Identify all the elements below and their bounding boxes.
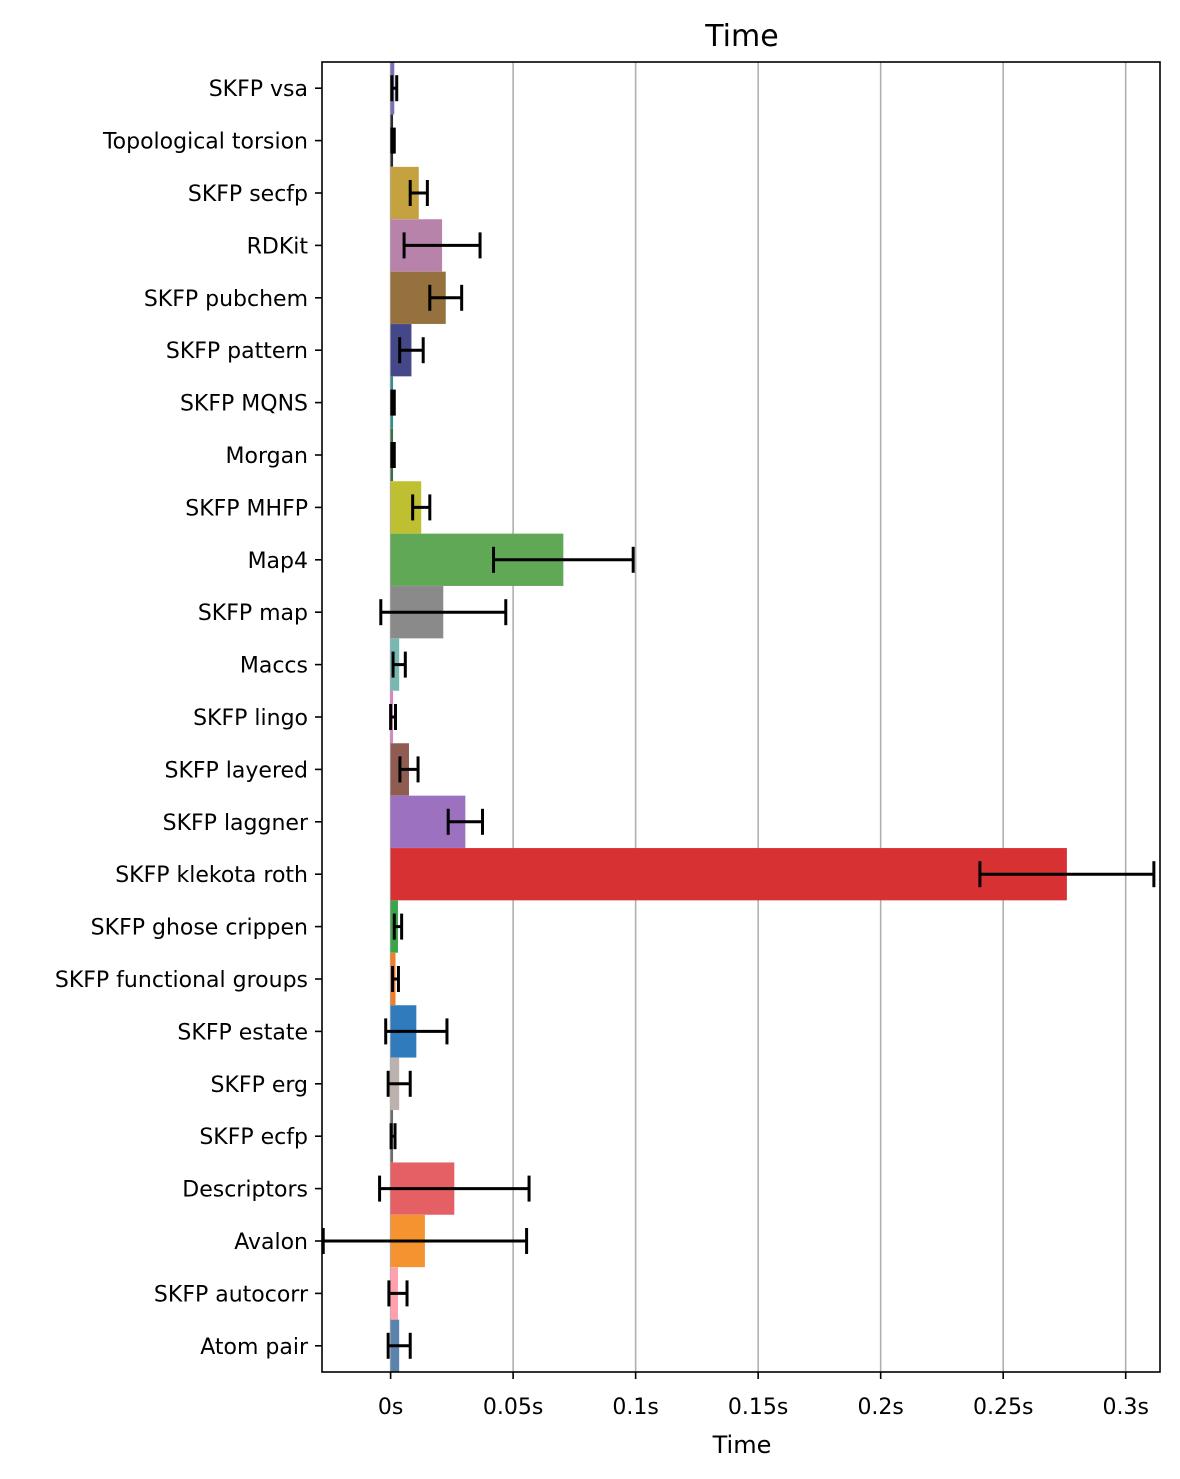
y-tick-label: SKFP ecfp (199, 1125, 308, 1150)
error-bar (391, 651, 407, 678)
y-tick-label: SKFP lingo (193, 706, 308, 731)
y-tick-label: Maccs (240, 654, 308, 679)
y-tick-label: Map4 (248, 549, 308, 574)
y-tick-label: SKFP secfp (188, 182, 308, 207)
y-tick-label: Descriptors (182, 1178, 308, 1203)
bar (390, 848, 1067, 901)
error-bar (386, 1332, 412, 1359)
x-axis-ticks: 0s 0.05s 0.1s 0.15s 0.2s 0.25s 0.3s (378, 1372, 1149, 1420)
error-bar (492, 546, 635, 573)
error-bar (391, 966, 400, 992)
grid-lines (389, 62, 1127, 1372)
error-bar (378, 1175, 531, 1202)
y-tick-label: SKFP MQNS (180, 392, 308, 417)
error-bar (398, 756, 420, 783)
error-bar (390, 389, 396, 416)
error-bar (408, 180, 429, 206)
error-bar (978, 861, 1156, 888)
x-axis-title: Time (712, 1431, 772, 1459)
y-tick-label: RDKit (247, 234, 309, 259)
y-tick-label: Atom pair (200, 1335, 309, 1360)
error-bar (390, 75, 399, 102)
error-bar (387, 1280, 409, 1307)
chart-title: Time (704, 19, 778, 54)
y-tick-label: SKFP vsa (209, 77, 308, 102)
y-tick-label: SKFP erg (211, 1073, 308, 1098)
error-bar (402, 232, 482, 259)
y-tick-label: Avalon (234, 1230, 308, 1255)
y-tick-label: SKFP laggner (163, 811, 309, 836)
error-bar (379, 599, 508, 626)
x-tick-label: 0.2s (857, 1395, 903, 1420)
error-bar (398, 337, 425, 364)
error-bar (389, 1123, 397, 1150)
error-bar (428, 284, 464, 311)
x-tick-label: 0.3s (1102, 1395, 1148, 1420)
y-tick-label: SKFP ghose crippen (91, 916, 308, 941)
y-tick-label: SKFP estate (177, 1020, 308, 1045)
y-tick-label: SKFP layered (164, 758, 308, 783)
error-bar (390, 442, 396, 468)
y-tick-label: Morgan (226, 444, 309, 469)
x-tick-label: 0s (378, 1395, 403, 1420)
error-bar (446, 808, 484, 835)
x-tick-label: 0.25s (973, 1395, 1033, 1420)
x-tick-label: 0.15s (728, 1395, 788, 1420)
x-tick-label: 0.1s (612, 1395, 658, 1420)
error-bar (386, 1070, 412, 1097)
error-bar (390, 127, 396, 154)
x-tick-label: 0.05s (483, 1395, 543, 1420)
error-bars (321, 75, 1156, 1359)
y-tick-label: SKFP map (198, 601, 308, 626)
y-tick-label: SKFP MHFP (185, 496, 308, 521)
y-tick-label: SKFP pattern (166, 339, 308, 364)
error-bar (389, 704, 398, 730)
bars (390, 62, 1067, 1372)
error-bar (411, 494, 432, 521)
y-tick-label: SKFP autocorr (154, 1282, 309, 1307)
error-bar (384, 1018, 449, 1045)
y-tick-label: Topological torsion (102, 130, 308, 155)
y-axis-ticks: SKFP vsa Topological torsion SKFP secfp RDK… (55, 77, 322, 1360)
y-tick-label: SKFP klekota roth (115, 863, 308, 888)
y-tick-label: SKFP pubchem (144, 287, 308, 312)
error-bar (321, 1228, 529, 1254)
y-tick-label: SKFP functional groups (55, 968, 308, 993)
error-bar (392, 913, 404, 940)
